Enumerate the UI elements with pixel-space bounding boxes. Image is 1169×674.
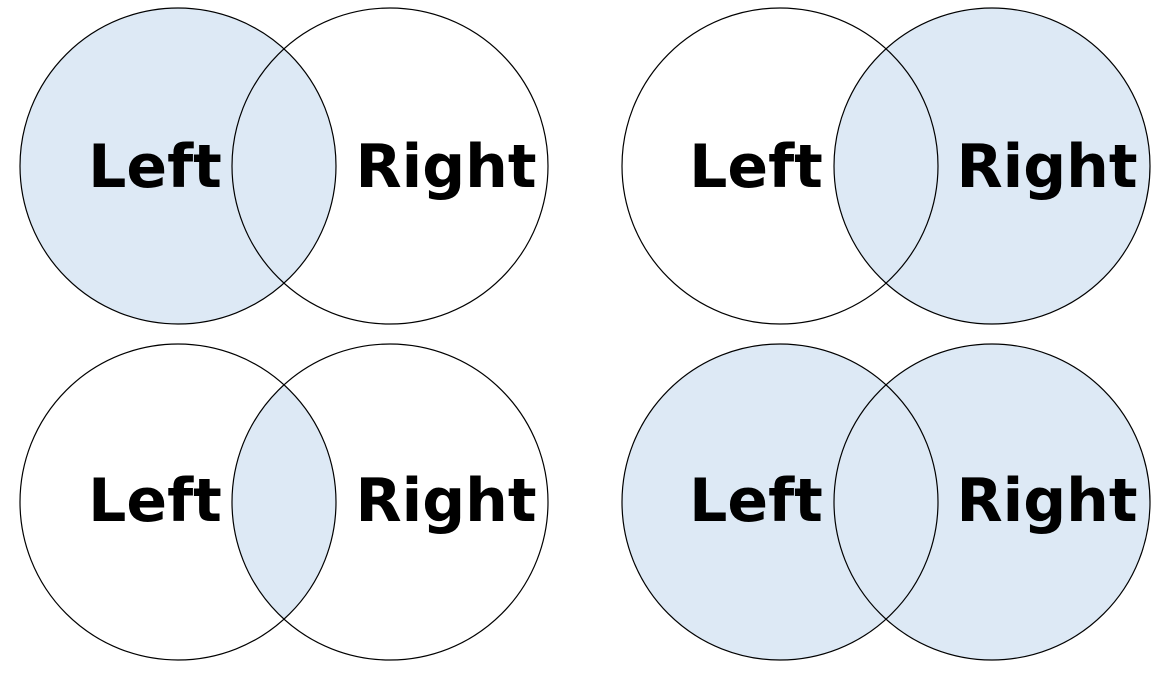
intersection-fill bbox=[232, 344, 336, 660]
right-label: Right bbox=[956, 132, 1137, 202]
left-circle bbox=[621, 343, 939, 661]
right-circle bbox=[833, 343, 1151, 661]
venn-diagram-left-shaded: Left Right bbox=[19, 7, 549, 325]
left-label: Left bbox=[689, 132, 823, 202]
right-circle bbox=[231, 343, 549, 661]
left-label: Left bbox=[689, 466, 823, 536]
venn-diagram-right-shaded: Left Right bbox=[621, 7, 1151, 325]
right-label: Right bbox=[355, 132, 536, 202]
left-label: Left bbox=[88, 466, 222, 536]
left-circle-fill bbox=[20, 8, 336, 324]
right-circle-fill bbox=[834, 8, 1150, 324]
left-circle bbox=[621, 7, 939, 325]
left-label: Left bbox=[88, 132, 222, 202]
right-circle-fill bbox=[834, 344, 1150, 660]
right-label: Right bbox=[956, 466, 1137, 536]
left-circle bbox=[19, 7, 337, 325]
right-circle bbox=[231, 7, 549, 325]
right-circle bbox=[833, 7, 1151, 325]
venn-diagram-union-shaded: Left Right bbox=[621, 343, 1151, 661]
left-circle bbox=[19, 343, 337, 661]
venn-diagram-intersection-shaded: Left Right bbox=[19, 343, 549, 661]
right-label: Right bbox=[355, 466, 536, 536]
